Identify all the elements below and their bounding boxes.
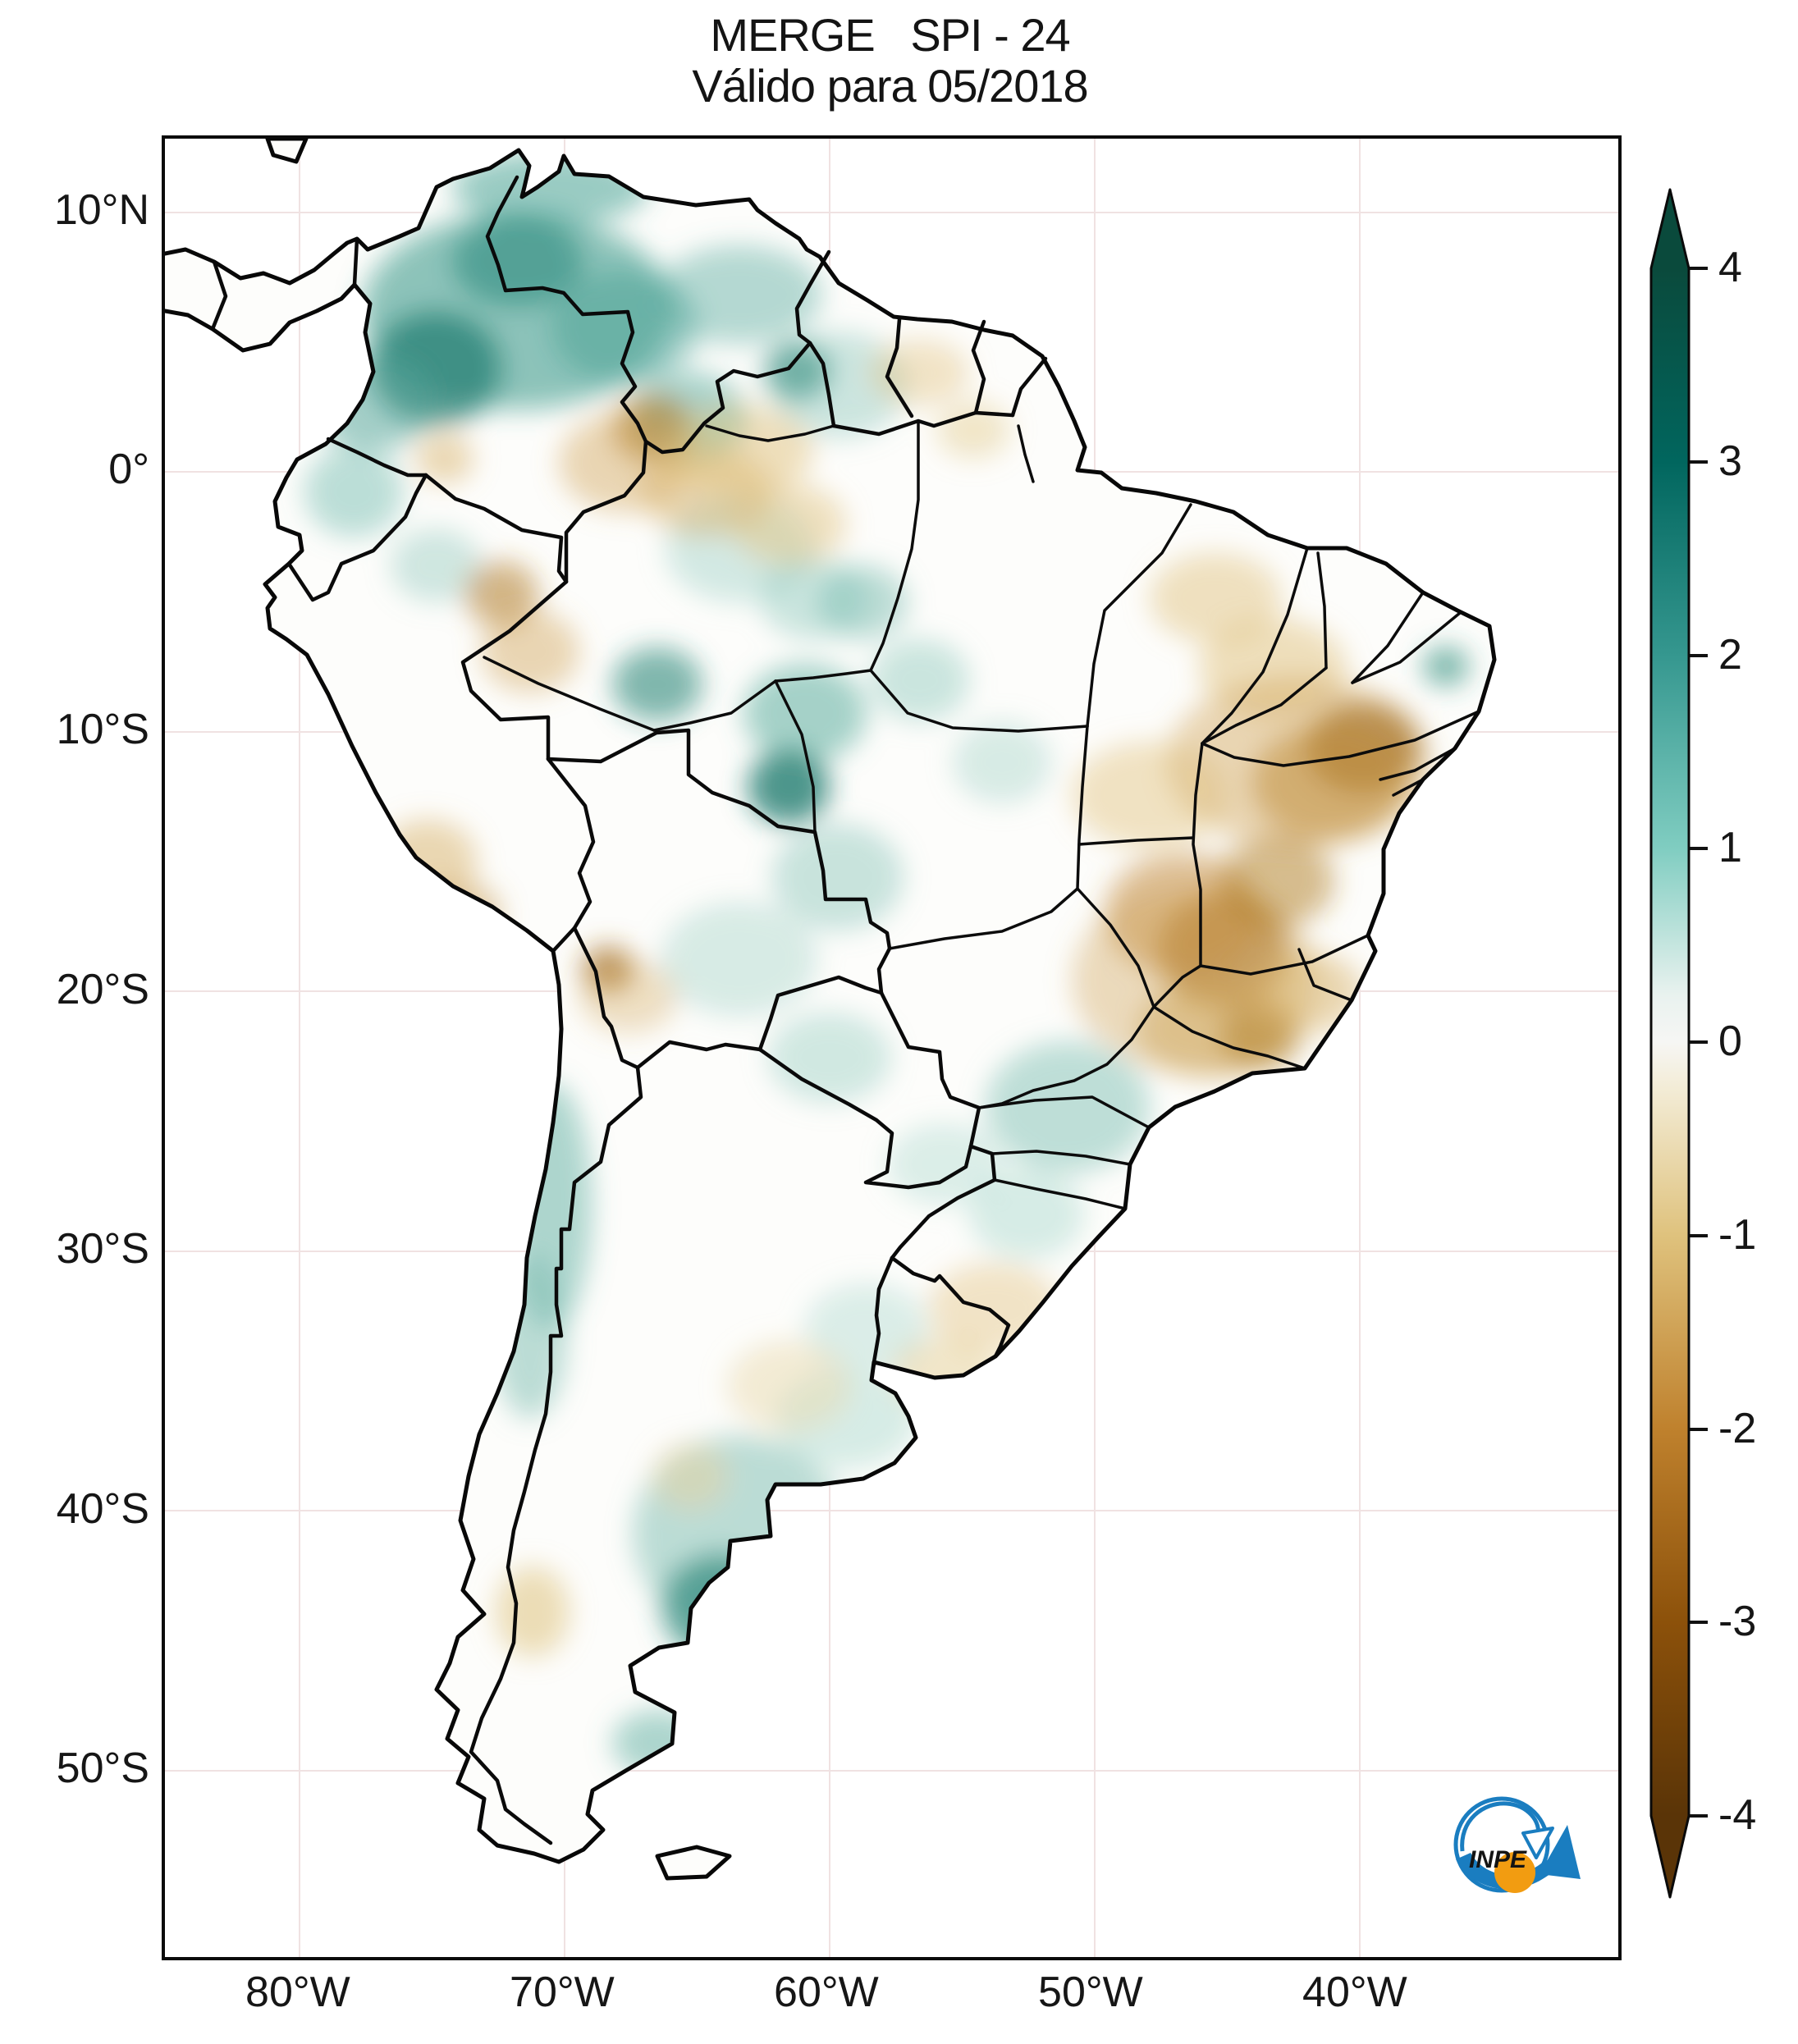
spi-blob — [1072, 742, 1228, 848]
spi-blob — [817, 565, 908, 639]
spi-blob — [768, 1013, 891, 1103]
page-title: MERGE SPI - 24 — [710, 9, 1070, 61]
colorbar-gradient-bar — [1649, 188, 1690, 1899]
spi-blob — [727, 1628, 826, 1718]
logo-circle — [1453, 1796, 1550, 1893]
spi-blob — [871, 340, 969, 405]
colorbar-tick-value: -1 — [1718, 1210, 1757, 1259]
logo-text: INPE — [1469, 1846, 1527, 1873]
colorbar-tick-mark — [1690, 847, 1708, 851]
map-plot-area — [162, 135, 1622, 1960]
lon-tick-label: 60°W — [774, 1969, 879, 2016]
colorbar-tick-mark — [1690, 1814, 1708, 1818]
lon-tick-label: 70°W — [510, 1969, 615, 2016]
colorbar-tick-mark — [1690, 460, 1708, 464]
lat-tick-label: 0° — [108, 446, 149, 494]
spi-blob — [731, 483, 846, 565]
spi-blob — [1219, 836, 1334, 926]
colorbar-tick-mark — [1690, 1621, 1708, 1625]
spi-blob — [871, 639, 969, 721]
spi-blob — [612, 647, 702, 721]
spi-blob — [805, 1283, 928, 1374]
lon-tick-label: 50°W — [1038, 1969, 1143, 2016]
logo-down-arrow — [1521, 1827, 1554, 1859]
spi-blob — [743, 664, 867, 762]
lat-tick-label: 10°S — [56, 705, 149, 753]
spi-blob — [891, 1337, 998, 1411]
spi-blob — [481, 610, 579, 693]
colorbar-tick-value: 3 — [1718, 437, 1742, 485]
colorbar-tick-mark — [1690, 267, 1708, 270]
spi-blob — [727, 1341, 850, 1431]
colorbar-tick-value: 4 — [1718, 243, 1742, 291]
spi-blob — [666, 405, 813, 496]
lat-tick-label: 20°S — [56, 965, 149, 1013]
spi-blob — [1423, 647, 1469, 686]
logo-swoosh-arrowhead — [1540, 1825, 1581, 1879]
spi-blob — [653, 1443, 727, 1509]
lon-tick-label: 40°W — [1302, 1969, 1407, 2016]
spi-blob — [887, 1123, 1002, 1205]
country-borders — [210, 175, 1048, 1845]
colorbar-tick-value: 0 — [1718, 1017, 1742, 1065]
spi-blob — [452, 151, 649, 225]
inpe-logo: INPE — [1453, 1796, 1581, 1893]
colorbar-tick-mark — [1690, 653, 1708, 657]
colorbar-tick-value: -2 — [1718, 1404, 1757, 1452]
spi-blob — [1150, 553, 1281, 643]
south-america-map — [165, 139, 1618, 1957]
colorbar-tick-value: -4 — [1718, 1790, 1757, 1839]
spi-blob — [391, 528, 481, 602]
spi-blob — [986, 1041, 1150, 1173]
page-subtitle: Válido para 05/2018 — [692, 60, 1088, 112]
lat-tick-label: 30°S — [56, 1224, 149, 1273]
colorbar-tick-value: 2 — [1718, 630, 1742, 679]
state-borders — [483, 419, 1480, 1210]
colorbar-tick-mark — [1690, 1233, 1708, 1237]
spi-blob — [768, 332, 908, 438]
spi-blob — [496, 1566, 570, 1657]
spi-blob — [661, 902, 817, 1017]
spi-blob — [953, 721, 1051, 803]
colorbar — [1649, 188, 1690, 1899]
lon-tick-label: 80°W — [245, 1969, 350, 2016]
colorbar-tick-mark — [1690, 1040, 1708, 1044]
lat-tick-label: 10°N — [53, 185, 149, 234]
coastline — [165, 139, 1497, 1881]
colorbar-tick-mark — [1690, 1427, 1708, 1431]
spi-blob — [936, 401, 1010, 459]
spi-blob — [969, 1168, 1084, 1259]
spi-blob — [416, 434, 474, 483]
spi-blob — [612, 1710, 702, 1776]
spi-blob — [452, 217, 583, 307]
spi-blob — [304, 446, 403, 537]
spi-blob — [772, 824, 904, 931]
spi-blob — [464, 561, 538, 627]
logo-spiral-arc — [1460, 1801, 1541, 1852]
spi-blob — [1248, 951, 1363, 1033]
lat-tick-label: 50°S — [56, 1744, 149, 1793]
colorbar-tick-value: 1 — [1718, 824, 1742, 872]
colorbar-tick-value: -3 — [1718, 1598, 1757, 1646]
lat-tick-label: 40°S — [56, 1484, 149, 1533]
spi-blob — [657, 245, 821, 344]
logo-sun — [1494, 1852, 1535, 1893]
